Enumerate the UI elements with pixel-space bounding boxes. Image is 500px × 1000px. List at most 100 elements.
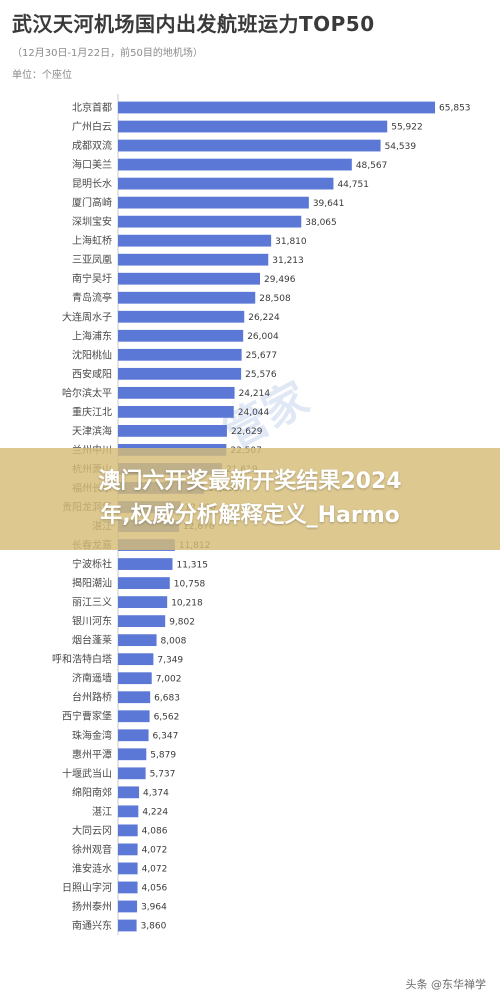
category-label: 三亚凤凰	[72, 254, 112, 266]
category-label: 扬州泰州	[72, 900, 112, 913]
value-label: 22,629	[231, 427, 263, 437]
category-label: 呼和浩特白塔	[52, 653, 112, 666]
value-label: 5,879	[150, 750, 176, 760]
banner-line-2: 年,权威分析解释定义_Harmo	[100, 503, 400, 528]
value-label: 6,683	[154, 693, 180, 703]
bar[interactable]	[118, 272, 261, 285]
bar[interactable]	[118, 367, 242, 380]
bar[interactable]	[118, 139, 381, 152]
value-label: 5,737	[150, 770, 176, 780]
bar[interactable]	[118, 672, 152, 685]
category-label: 烟台蓬莱	[72, 634, 112, 647]
category-label: 惠州平潭	[72, 748, 112, 761]
value-label: 6,347	[153, 731, 179, 741]
bar[interactable]	[118, 215, 302, 228]
bar[interactable]	[118, 729, 149, 742]
category-label: 绵阳南郊	[72, 786, 112, 799]
category-label: 湛江	[92, 806, 112, 818]
category-label: 北京首都	[72, 101, 112, 114]
banner-line-1: 澳门六开奖最新开奖结果2024	[98, 469, 402, 494]
bar[interactable]	[118, 386, 235, 399]
bar[interactable]	[118, 881, 138, 894]
category-label: 大连周水子	[62, 310, 112, 323]
value-label: 11,315	[176, 560, 208, 570]
category-label: 重庆江北	[72, 405, 112, 418]
value-label: 10,218	[171, 598, 203, 608]
category-label: 银川河东	[72, 615, 112, 628]
category-label: 十堰武当山	[62, 767, 112, 780]
bar[interactable]	[118, 653, 154, 666]
footer-credit: 头条 @东华禅学	[405, 978, 487, 991]
bar[interactable]	[118, 196, 309, 209]
value-label: 4,072	[142, 846, 168, 856]
category-label: 上海虹桥	[72, 234, 112, 247]
bar[interactable]	[118, 329, 244, 342]
bar[interactable]	[118, 767, 146, 780]
value-label: 3,964	[141, 903, 167, 913]
value-label: 4,224	[142, 808, 168, 818]
category-label: 西安咸阳	[72, 367, 112, 380]
bar[interactable]	[118, 843, 138, 856]
value-label: 55,922	[391, 123, 423, 133]
bar[interactable]	[118, 310, 245, 323]
value-label: 29,496	[264, 275, 296, 285]
bar[interactable]	[118, 919, 137, 932]
unit-label: 单位：个座位	[12, 70, 72, 81]
category-label: 海口美兰	[72, 158, 112, 171]
value-label: 25,576	[245, 370, 277, 380]
category-label: 珠海金湾	[72, 729, 112, 742]
value-label: 31,810	[275, 237, 307, 247]
value-label: 38,065	[305, 218, 337, 228]
bar[interactable]	[118, 120, 388, 133]
category-label: 深圳宝安	[72, 215, 112, 228]
value-label: 39,641	[313, 199, 345, 209]
bar[interactable]	[118, 234, 272, 247]
bar[interactable]	[118, 805, 139, 818]
category-label: 丽江三义	[72, 597, 112, 609]
bar[interactable]	[118, 634, 157, 647]
value-label: 25,677	[246, 351, 277, 361]
category-label: 昆明长水	[72, 178, 112, 190]
category-label: 大同云冈	[72, 824, 112, 837]
bar[interactable]	[118, 158, 352, 171]
bar[interactable]	[118, 425, 227, 437]
bar[interactable]	[118, 348, 242, 361]
category-label: 西宁曹家堡	[62, 710, 112, 723]
bar[interactable]	[118, 691, 151, 704]
value-label: 10,758	[174, 579, 206, 589]
category-label: 日照山字河	[62, 881, 112, 894]
chart-subtitle: （12月30日-1月22日，前50目的地机场）	[12, 48, 203, 59]
overlay-banner[interactable]: 澳门六开奖最新开奖结果2024 年,权威分析解释定义_Harmo	[0, 448, 500, 550]
category-label: 济南遥墙	[72, 672, 112, 685]
bar[interactable]	[118, 558, 173, 570]
bar[interactable]	[118, 405, 234, 418]
category-label: 沈阳桃仙	[72, 348, 112, 361]
bar[interactable]	[118, 710, 150, 723]
bar[interactable]	[118, 748, 147, 761]
bar[interactable]	[118, 862, 138, 875]
bar[interactable]	[118, 577, 170, 589]
value-label: 3,860	[141, 922, 167, 932]
category-label: 上海浦东	[72, 329, 112, 342]
category-label: 南通兴东	[72, 919, 112, 932]
value-label: 26,224	[248, 313, 280, 323]
bar[interactable]	[118, 177, 334, 190]
bar[interactable]	[118, 291, 256, 304]
category-label: 台州路桥	[72, 691, 112, 704]
value-label: 4,374	[143, 789, 169, 799]
value-label: 44,751	[337, 180, 369, 190]
bar[interactable]	[118, 900, 138, 913]
category-label: 青岛流亭	[72, 291, 112, 304]
category-label: 哈尔滨太平	[62, 386, 112, 399]
category-label: 厦门高崎	[72, 196, 112, 209]
category-label: 广州白云	[72, 120, 112, 133]
bar[interactable]	[118, 615, 166, 628]
bar[interactable]	[118, 101, 436, 114]
bar[interactable]	[118, 786, 140, 799]
category-label: 淮安涟水	[72, 862, 112, 875]
bar[interactable]	[118, 824, 138, 837]
bar[interactable]	[118, 596, 168, 608]
bar[interactable]	[118, 253, 269, 266]
category-label: 南宁吴圩	[72, 272, 112, 285]
category-label: 揭阳潮汕	[72, 577, 112, 590]
